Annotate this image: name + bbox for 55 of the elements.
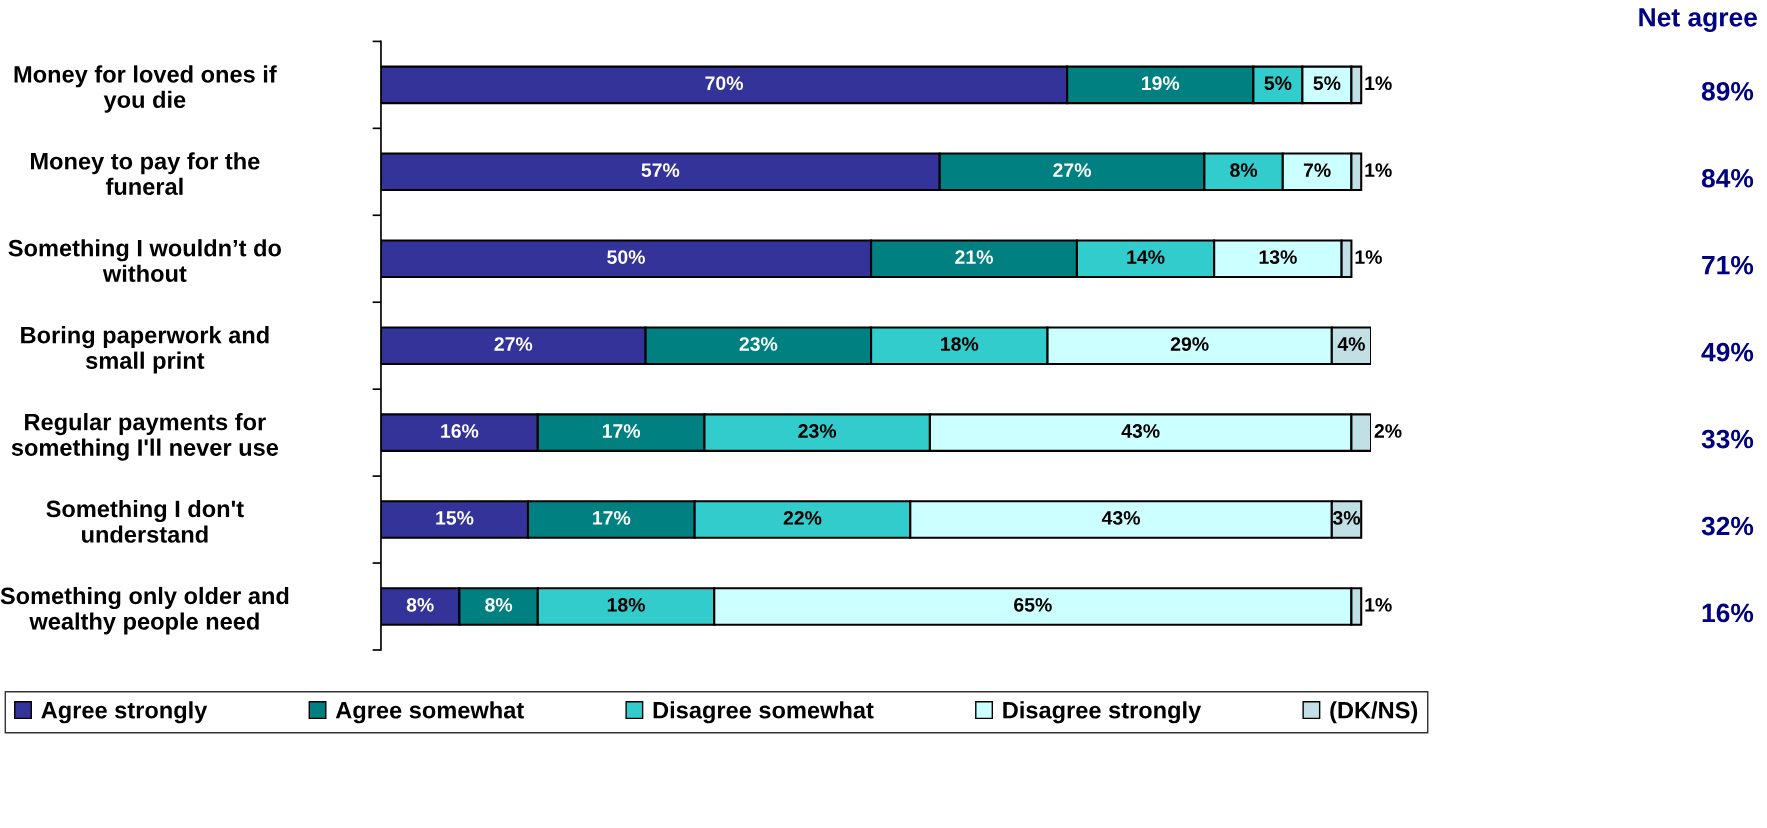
data-label: 15% — [436, 511, 474, 525]
data-label: 23% — [739, 337, 778, 351]
data-label: 5% — [1264, 76, 1292, 91]
data-label: 5% — [1313, 76, 1341, 91]
legend-label: Agree somewhat — [335, 701, 524, 724]
text: 71% — [1702, 255, 1754, 275]
text: 33% — [1701, 429, 1754, 449]
legend-label: Agree strongly — [41, 701, 208, 724]
data-label: 1% — [1355, 250, 1382, 264]
text: Net agree — [1639, 8, 1757, 32]
data-label: 17% — [593, 511, 631, 525]
data-label: 17% — [602, 424, 641, 438]
data-label: 2% — [1374, 424, 1402, 438]
data-label: 57% — [641, 163, 680, 178]
data-label: 22% — [783, 511, 822, 525]
data-label: 29% — [1170, 337, 1209, 351]
data-label: 3% — [1332, 511, 1361, 525]
legend-label: (DK/NS) — [1330, 701, 1418, 724]
y-tick-label: Boring paperwork and small print — [21, 326, 269, 374]
data-label: 50% — [607, 250, 645, 264]
legend-label: Disagree somewhat — [653, 701, 874, 724]
data-label: 27% — [494, 337, 533, 351]
y-tick-label: Something only older and wealthy people need — [0, 586, 289, 635]
data-label: 1% — [1365, 163, 1392, 177]
data-label: 43% — [1101, 511, 1140, 525]
text: 84% — [1701, 168, 1754, 188]
text: 89% — [1701, 81, 1754, 101]
y-tick-label: Something I don't understand — [46, 499, 244, 543]
data-label: 65% — [1014, 597, 1052, 612]
text: 49% — [1701, 342, 1754, 362]
data-label: 1% — [1365, 598, 1392, 612]
data-label: 14% — [1127, 250, 1165, 264]
y-tick-label: Money to pay for the funeral — [31, 152, 260, 196]
y-tick-label: Regular payments for something I'll never use — [11, 413, 279, 461]
data-label: 7% — [1303, 163, 1331, 177]
data-label: 23% — [798, 424, 837, 438]
y-tick-label: Something I wouldn’t do without — [8, 239, 281, 283]
data-label: 4% — [1337, 337, 1365, 351]
legend-label: Disagree strongly — [1003, 701, 1202, 724]
data-label: 18% — [941, 337, 979, 351]
data-label: 70% — [705, 76, 743, 91]
data-label: 18% — [607, 597, 645, 612]
data-label: 8% — [1230, 163, 1258, 178]
text: 32% — [1701, 516, 1754, 536]
data-label: 43% — [1121, 424, 1160, 438]
data-label: 13% — [1259, 250, 1297, 264]
data-label: 19% — [1142, 76, 1180, 91]
data-label: 8% — [406, 597, 434, 612]
data-label: 1% — [1365, 76, 1392, 91]
text: 16% — [1702, 603, 1754, 623]
data-label: 16% — [441, 424, 479, 438]
data-label: 21% — [955, 250, 993, 264]
data-label: 27% — [1053, 163, 1091, 177]
data-label: 8% — [485, 597, 513, 612]
y-tick-label: Money for loved ones if you die — [14, 65, 277, 113]
